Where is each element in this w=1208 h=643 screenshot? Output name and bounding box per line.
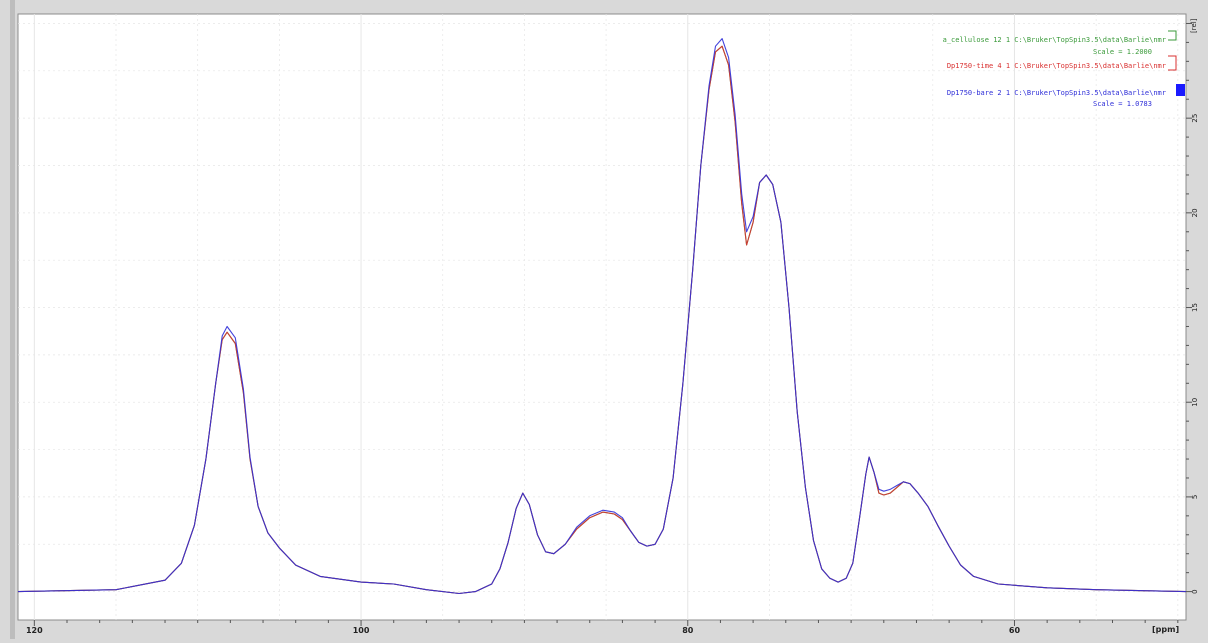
active-spectrum-marker[interactable] [1176, 84, 1185, 96]
legend-scale-1: Scale = 1.2000 [1093, 48, 1152, 56]
legend-scale-3: Scale = 1.0783 [1093, 100, 1152, 108]
legend-bracket-2 [1168, 55, 1177, 71]
y-tick-label: 10 [1191, 398, 1199, 407]
legend-entry-3: Dp1750-bare 2 1 C:\Bruker\TopSpin3.5\dat… [947, 89, 1166, 97]
spectrum-series-3 [17, 38, 1187, 595]
legend-entry-2: Dp1750-time 4 1 C:\Bruker\TopSpin3.5\dat… [947, 62, 1166, 70]
y-tick-label: 0 [1191, 589, 1199, 593]
x-tick-label: 120 [26, 626, 43, 635]
plot-area[interactable] [17, 13, 1187, 621]
y-axis-label: [rel] [1190, 18, 1198, 33]
y-tick-label: 25 [1191, 114, 1199, 123]
x-tick-label: 60 [1009, 626, 1021, 635]
x-tick-label: 80 [682, 626, 694, 635]
legend: a_cellulose 12 1 C:\Bruker\TopSpin3.5\da… [943, 30, 1177, 108]
y-tick-label: 20 [1191, 208, 1199, 217]
x-axis-label: [ppm] [1152, 625, 1179, 634]
grid [18, 14, 1186, 620]
legend-entry-1: a_cellulose 12 1 C:\Bruker\TopSpin3.5\da… [943, 36, 1166, 44]
y-tick-label: 5 [1191, 495, 1199, 499]
x-tick-label: 100 [353, 626, 370, 635]
left-panel-edge [10, 0, 15, 639]
spectrum-traces [17, 38, 1187, 595]
y-tick-label: 15 [1191, 303, 1199, 312]
x-axis: 120 100 80 60 [26, 620, 1179, 635]
y-axis: 0 5 10 15 20 25 [1186, 22, 1199, 594]
legend-bracket-1 [1168, 30, 1177, 41]
